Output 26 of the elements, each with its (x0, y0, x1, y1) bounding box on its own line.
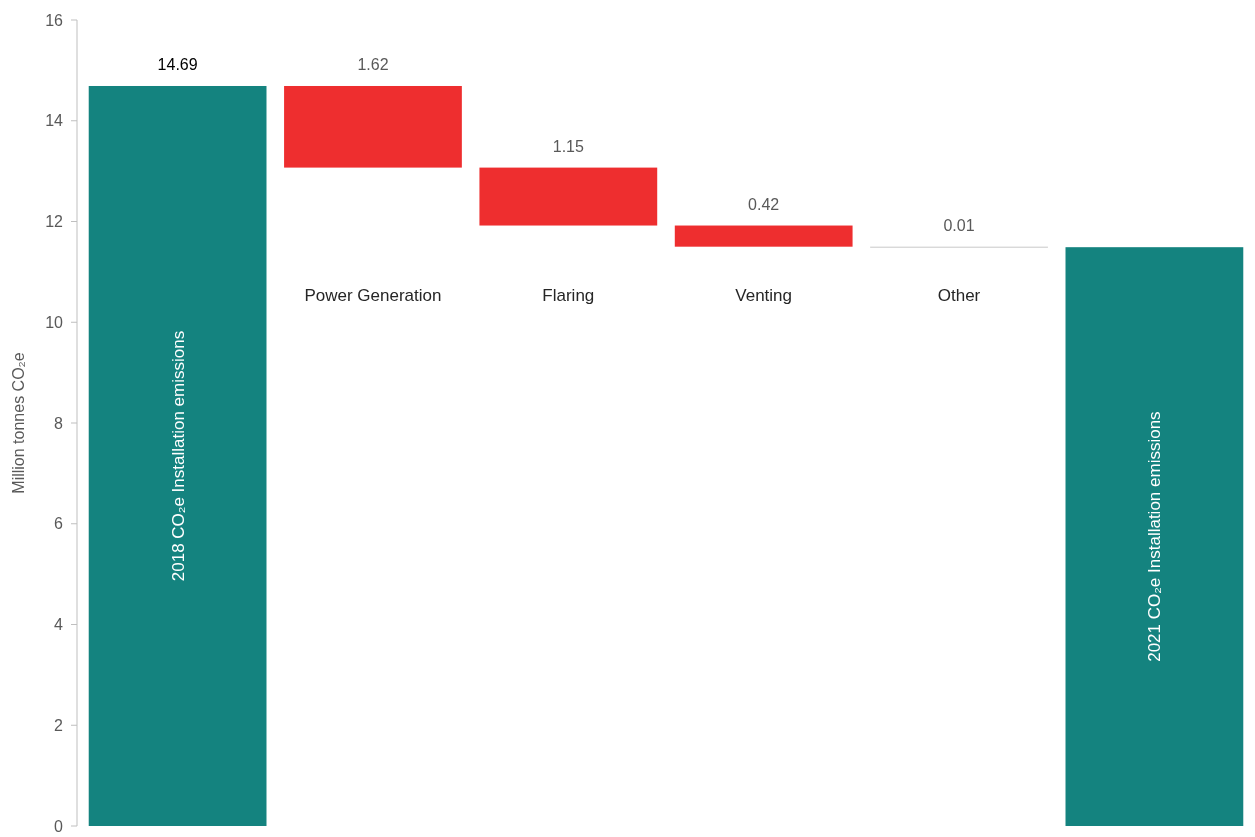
x-tick-label: Power Generation (304, 286, 442, 306)
x-tick-label: Venting (735, 286, 793, 306)
x-tick-label: 2021 CO₂e Installation emissions (1145, 411, 1165, 662)
y-axis-title: Million tonnes CO₂e (10, 352, 27, 494)
y-tick-label: 12 (45, 213, 64, 231)
bar (1065, 247, 1244, 826)
y-tick-label: 16 (45, 11, 64, 29)
y-tick-label: 10 (45, 313, 64, 331)
y-tick-label: 6 (54, 515, 64, 533)
data-label: 14.69 (157, 55, 198, 73)
data-label: 1.15 (552, 137, 584, 155)
y-tick-label: 8 (54, 414, 64, 432)
data-label: 1.62 (357, 55, 389, 73)
data-label: 0.01 (943, 216, 975, 234)
y-tick-label: 2 (54, 716, 64, 734)
x-tick-label: 2018 CO₂e Installation emissions (168, 330, 188, 582)
bar (479, 167, 658, 226)
y-tick-label: 0 (54, 817, 64, 835)
bar (674, 225, 853, 247)
bar (88, 85, 267, 826)
y-tick-label: 14 (45, 112, 64, 130)
y-tick-label: 4 (54, 616, 64, 634)
x-tick-label: Other (937, 286, 981, 306)
bar (284, 85, 462, 168)
x-tick-label: Flaring (542, 286, 595, 306)
data-label: 0.42 (748, 195, 780, 213)
